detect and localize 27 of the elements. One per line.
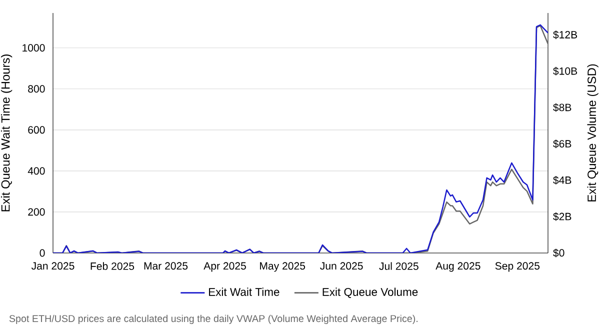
x-tick-label: Mar 2025 bbox=[144, 262, 188, 270]
y2-tick-label: $2B bbox=[553, 212, 572, 221]
x-tick-label: May 2025 bbox=[260, 262, 306, 272]
legend-label: Exit Queue Volume bbox=[322, 288, 418, 298]
y2-tick-label: $6B bbox=[553, 140, 572, 148]
y2-tick-label: $10B bbox=[553, 66, 578, 76]
x-tick-label: Aug 2025 bbox=[436, 262, 480, 272]
text: Spot ETH/USD prices are calculated using the daily VWAP (Volume Weighted Average Price). bbox=[9, 314, 418, 324]
x-tick-label: Jun 2025 bbox=[320, 262, 363, 270]
x-tick-label: Jul 2025 bbox=[379, 262, 418, 270]
y-tick-label: 200 bbox=[28, 208, 45, 216]
y2-tick-label: $12B bbox=[553, 30, 578, 40]
y-tick-label: 1000 bbox=[22, 44, 45, 52]
y2-axis-title: Exit Queue Volume (USD) bbox=[587, 64, 598, 202]
y-tick-label: 800 bbox=[28, 85, 45, 93]
legend-label: Exit Wait Time bbox=[209, 288, 280, 296]
y-tick-label: 0 bbox=[40, 249, 45, 257]
y2-tick-label: $4B bbox=[553, 176, 572, 185]
y-axis-title: Exit Queue Wait Time (Hours) bbox=[0, 54, 12, 212]
x-tick-label: Feb 2025 bbox=[90, 262, 134, 270]
y2-tick-label: $0 bbox=[553, 248, 564, 258]
y-tick-label: 600 bbox=[28, 126, 45, 134]
x-tick-label: Apr 2025 bbox=[204, 262, 246, 272]
x-tick-label: Sep 2025 bbox=[495, 262, 540, 272]
y-tick-label: 400 bbox=[28, 167, 45, 175]
y2-tick-label: $8B bbox=[553, 103, 572, 112]
x-tick-label: Jan 2025 bbox=[31, 262, 74, 270]
